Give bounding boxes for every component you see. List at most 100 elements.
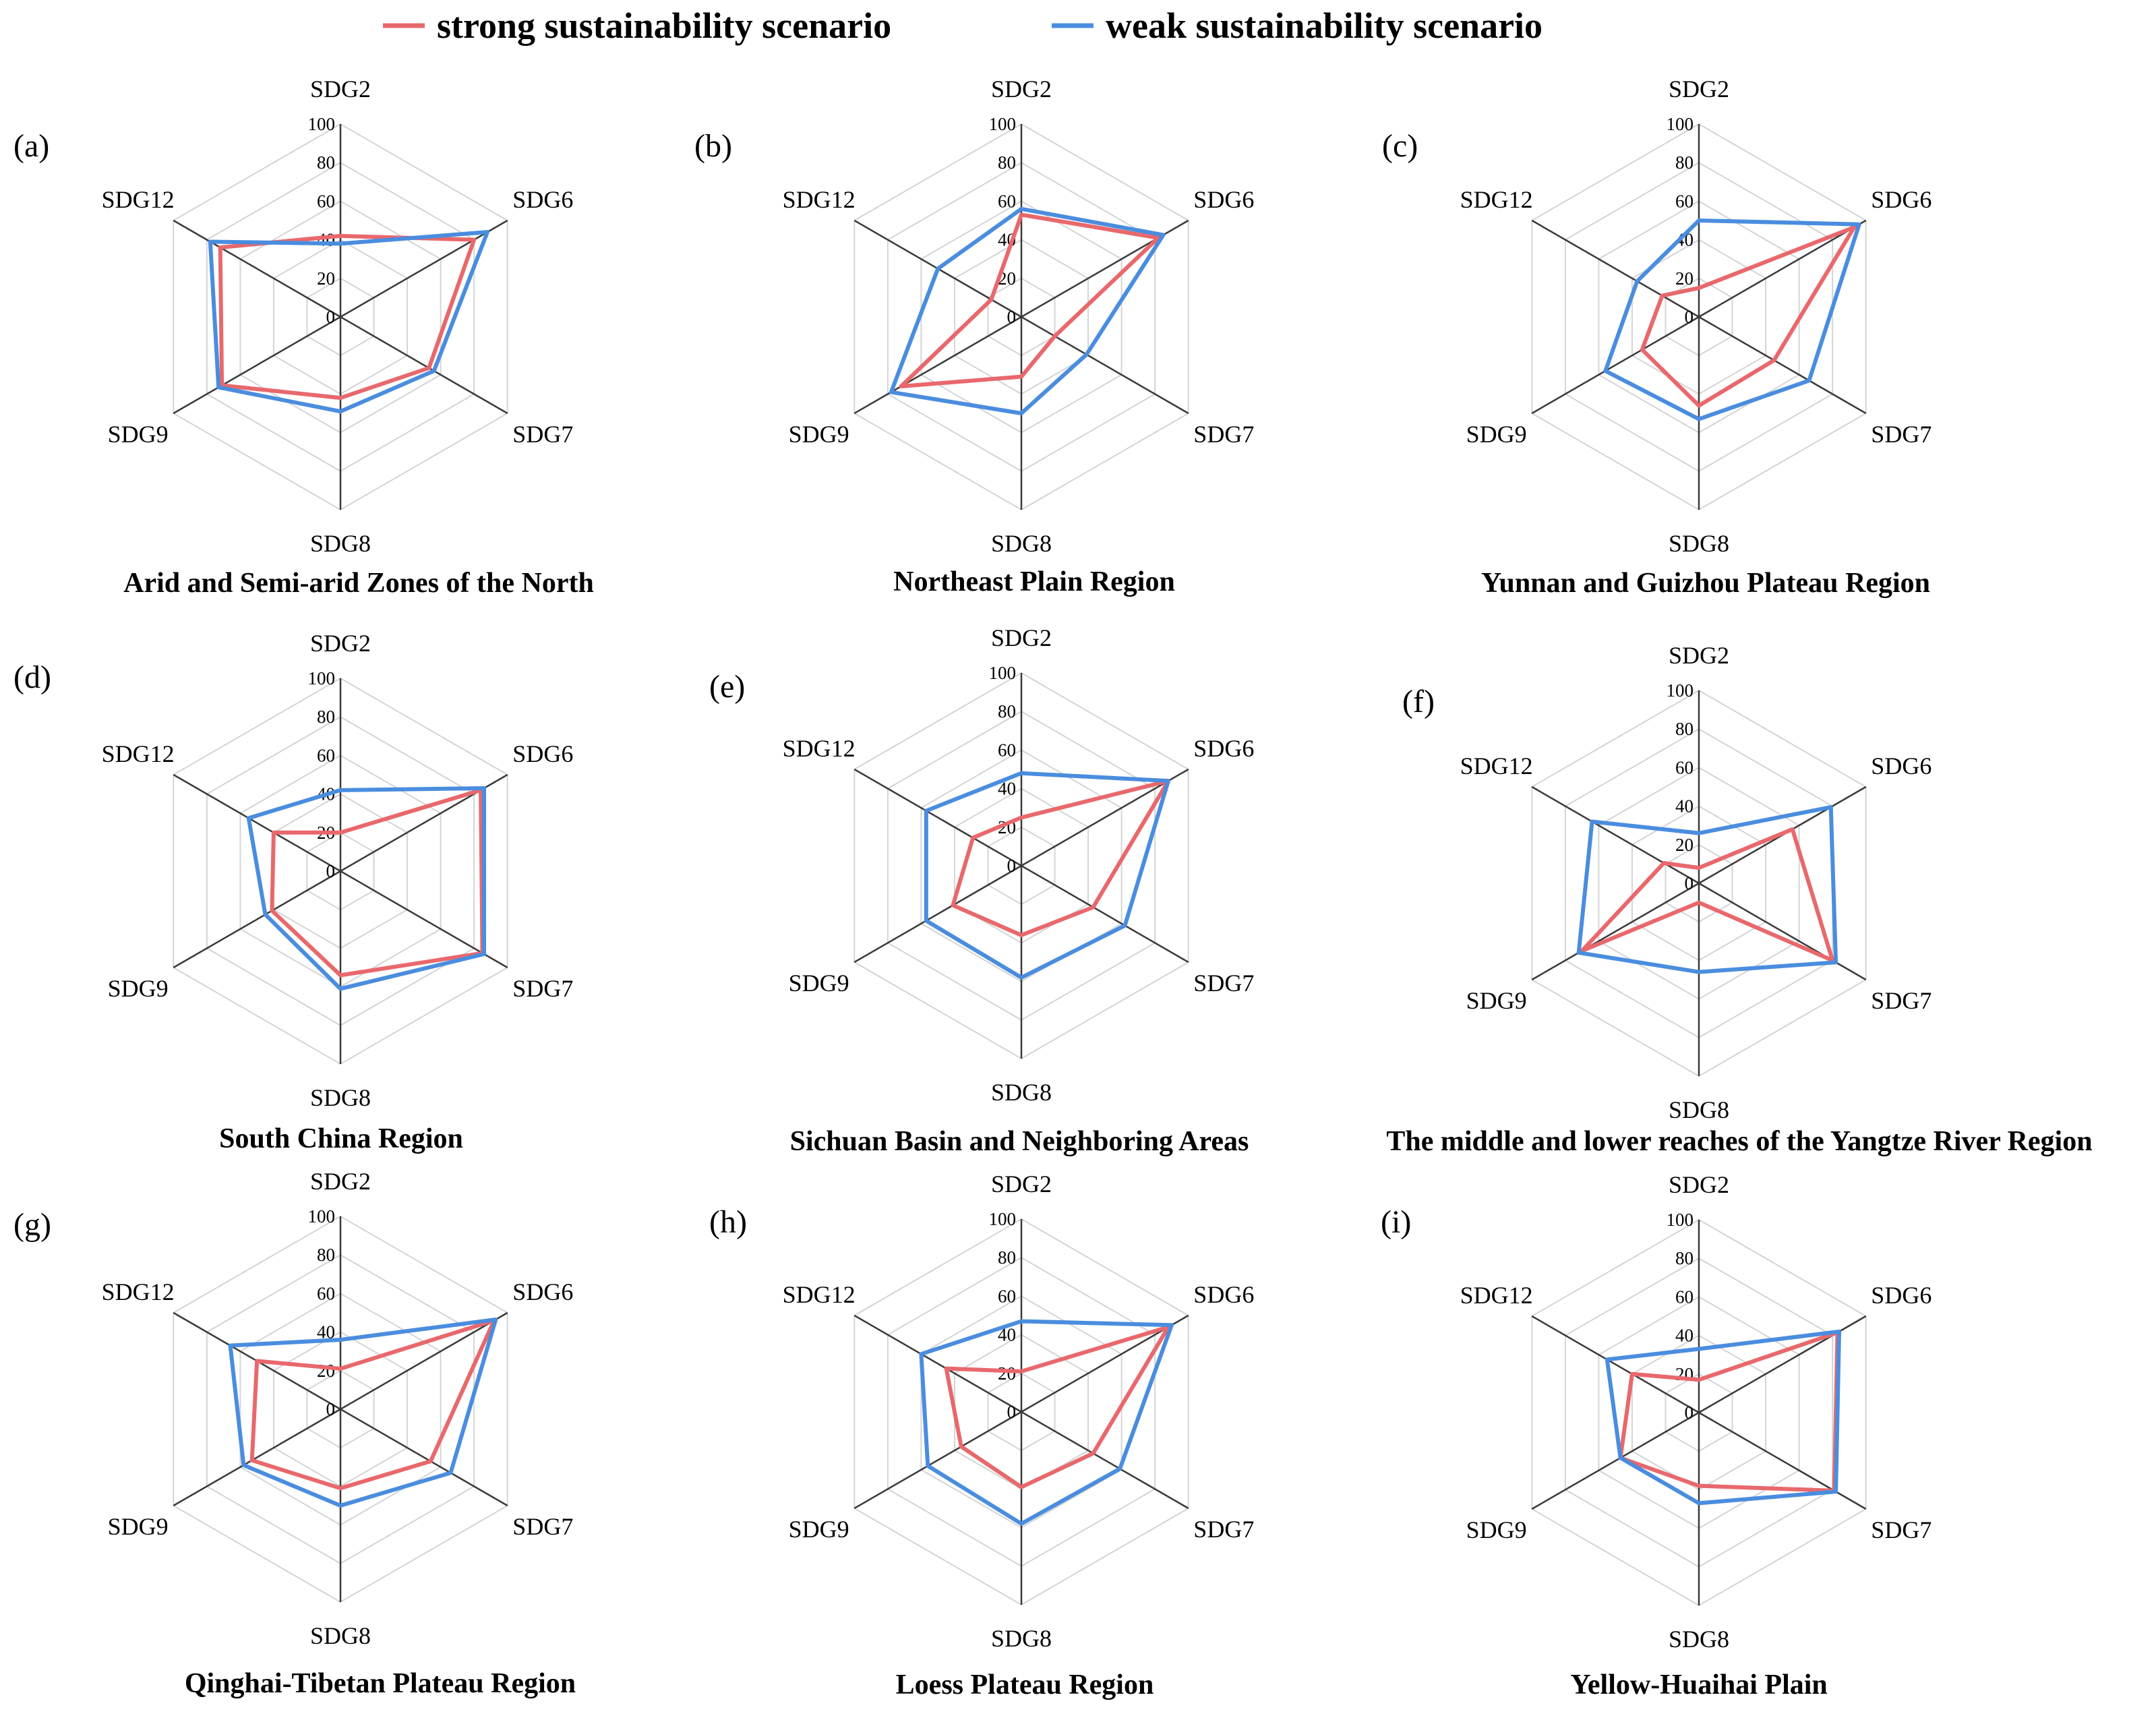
tick-label: 80	[998, 1247, 1016, 1268]
tick-label: 80	[317, 152, 335, 173]
axis-spoke	[1531, 786, 1700, 885]
axis-spoke	[1021, 864, 1189, 964]
series-strong-sustainability-scenario	[899, 212, 1161, 388]
axis-label-sdg9: SDG9	[1466, 987, 1527, 1014]
tick-label: 0	[1685, 307, 1694, 327]
axis-label-sdg8: SDG8	[1669, 1096, 1729, 1123]
series-weak-sustainability-scenario	[924, 771, 1170, 980]
axis-spoke	[1698, 316, 1867, 415]
panel-letter: (b)	[694, 128, 732, 164]
panel-title: Yunnan and Guizhou Plateau Region	[1481, 568, 1930, 599]
tick-label: 60	[317, 1283, 335, 1303]
panel-letter: (e)	[709, 669, 745, 705]
axis-spoke	[1698, 219, 1867, 318]
tick-label: 0	[1685, 873, 1694, 893]
tick-label: 100	[989, 1209, 1017, 1229]
tick-label: 0	[326, 1399, 336, 1419]
radar-panel-i: 020406080100SDG2SDG6SDG7SDG8SDG9SDG12(i)…	[1381, 1171, 1932, 1700]
axis-label-sdg9: SDG9	[108, 421, 169, 448]
tick-label: 0	[1685, 1402, 1694, 1423]
axis-label-sdg12: SDG12	[1460, 752, 1533, 779]
series-strong-sustainability-scenario	[270, 788, 485, 978]
axis-label-sdg7: SDG7	[1871, 421, 1932, 448]
tick-label: 60	[1675, 191, 1694, 211]
axis-label-sdg8: SDG8	[1669, 530, 1729, 557]
tick-label: 20	[317, 1361, 335, 1381]
panel-title: Qinghai-Tibetan Plateau Region	[185, 1668, 576, 1699]
tick-label: 80	[317, 707, 335, 727]
tick-label: 60	[1675, 1286, 1694, 1307]
axis-spoke	[1021, 768, 1189, 867]
axis-label-sdg9: SDG9	[789, 421, 849, 448]
panel-letter: (f)	[1402, 684, 1435, 719]
tick-label: 100	[1667, 1210, 1694, 1230]
axis-label-sdg7: SDG7	[1193, 970, 1254, 997]
axis-label-sdg7: SDG7	[512, 975, 573, 1002]
tick-label: 100	[989, 114, 1017, 134]
radar-panel-b: 020406080100SDG2SDG6SDG7SDG8SDG9SDG12(b)…	[694, 76, 1254, 597]
tick-label: 80	[317, 1245, 335, 1265]
axis-spoke	[1021, 316, 1189, 415]
axis-label-sdg8: SDG8	[991, 530, 1052, 557]
axis-label-sdg12: SDG12	[783, 735, 856, 762]
tick-label: 60	[998, 740, 1016, 760]
axis-spoke	[1531, 1315, 1700, 1414]
axis-label-sdg2: SDG2	[1669, 76, 1729, 102]
axis-label-sdg12: SDG12	[102, 740, 175, 767]
axis-spoke	[1021, 1411, 1189, 1510]
panel-title: Northeast Plain Region	[893, 566, 1175, 597]
tick-label: 20	[1675, 835, 1694, 855]
axis-label-sdg2: SDG2	[310, 1168, 371, 1195]
radar-panel-g: 020406080100SDG2SDG6SDG7SDG8SDG9SDG12(g)…	[13, 1168, 576, 1699]
tick-label: 40	[1675, 796, 1694, 817]
tick-label: 60	[1675, 757, 1694, 777]
axis-label-sdg6: SDG6	[512, 740, 573, 767]
radar-panels: 0 20 40 60 80 100 SDG2 SDG6 SDG7 SDG8 SDG9 SDG12 (a)…	[13, 76, 2093, 1700]
axis-label-sdg9: SDG9	[789, 1516, 849, 1543]
axis-label-sdg6: SDG6	[1871, 1282, 1932, 1309]
tick-label: 100	[989, 663, 1017, 683]
axis-spoke	[340, 1311, 508, 1411]
axis-spoke	[1698, 1411, 1867, 1510]
axis-label-sdg6: SDG6	[1193, 186, 1254, 213]
axis-label-sdg12: SDG12	[783, 1281, 856, 1308]
axis-spoke	[340, 316, 508, 415]
panel-title: Loess Plateau Region	[896, 1669, 1154, 1700]
axis-label-sdg7: SDG7	[1871, 1516, 1932, 1543]
tick-label: 80	[1675, 152, 1694, 173]
axis-label-sdg8: SDG8	[1669, 1626, 1729, 1653]
axis-spoke	[173, 316, 341, 415]
tick-label: 100	[1667, 114, 1694, 134]
axis-spoke	[1531, 219, 1700, 318]
axis-spoke	[854, 768, 1022, 867]
axis-spoke	[1021, 1314, 1189, 1413]
panel-title: South China Region	[219, 1123, 463, 1154]
axis-label-sdg9: SDG9	[1466, 1516, 1527, 1543]
axis-label-sdg12: SDG12	[1460, 1282, 1533, 1309]
axis-label-sdg2: SDG2	[310, 76, 371, 102]
tick-label: 60	[998, 1286, 1016, 1306]
axis-spoke	[854, 1314, 1022, 1413]
axis-label-sdg2: SDG2	[1669, 1171, 1729, 1198]
axis-label-sdg7: SDG7	[1193, 1516, 1254, 1543]
tick-label: 20	[317, 268, 335, 289]
axis-label-sdg8: SDG8	[310, 1622, 371, 1649]
radar-panel-h: 020406080100SDG2SDG6SDG7SDG8SDG9SDG12(h)…	[709, 1171, 1254, 1700]
axis-label-sdg12: SDG12	[102, 186, 175, 213]
axis-label-sdg2: SDG2	[991, 76, 1052, 102]
axis-label-sdg6: SDG6	[1193, 1281, 1254, 1308]
axis-spoke	[173, 1408, 341, 1507]
tick-label: 60	[998, 191, 1016, 211]
radar-panel-a: 020406080100SDG2SDG6SDG7SDG8SDG9SDG12(a)…	[13, 76, 594, 599]
series-weak-sustainability-scenario	[208, 230, 489, 414]
axis-spoke	[340, 1408, 508, 1507]
series-weak-sustainability-scenario	[919, 1319, 1174, 1526]
axis-label-sdg9: SDG9	[108, 1513, 169, 1540]
tick-label: 100	[308, 668, 336, 688]
series-weak-sustainability-scenario	[228, 1317, 498, 1508]
panel-letter: (d)	[13, 659, 51, 695]
tick-label: 20	[998, 1363, 1016, 1384]
tick-label: 100	[1667, 680, 1694, 701]
axis-spoke	[854, 316, 1022, 415]
axis-label-sdg8: SDG8	[310, 1084, 371, 1111]
